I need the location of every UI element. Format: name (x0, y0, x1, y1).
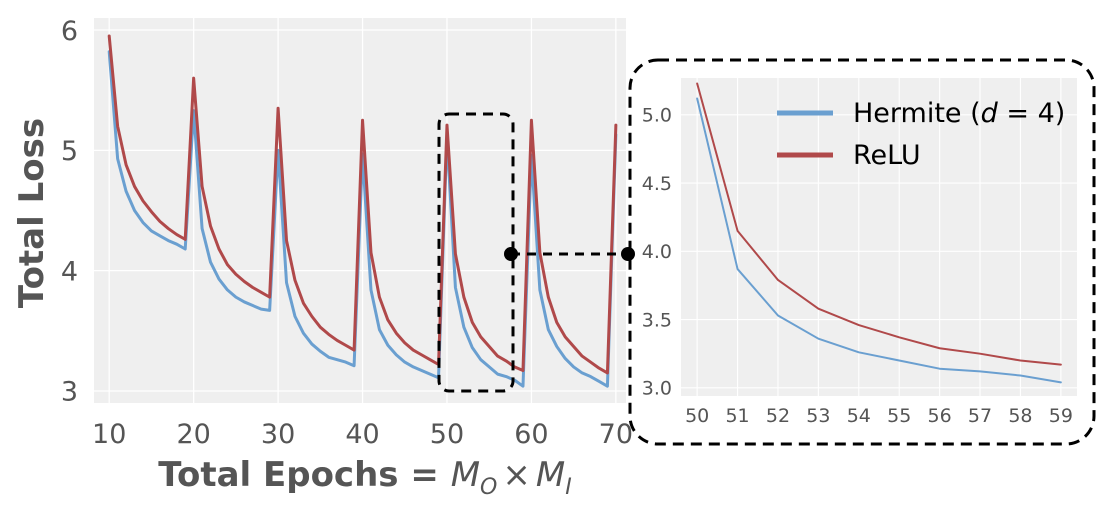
inset-x-tick-label: 57 (968, 405, 992, 427)
main-y-tick-label: 3 (61, 377, 78, 408)
x-axis-label-math-m-o: M (451, 455, 480, 495)
inset-frame (628, 58, 1096, 446)
legend-label-hermite-rest: = 4) (998, 98, 1066, 129)
main-y-tick-label: 6 (61, 16, 78, 47)
main-y-tick-label: 4 (61, 256, 78, 287)
main-y-tick-label: 5 (61, 136, 78, 167)
legend-label-hermite-var: d (981, 98, 999, 129)
inset-x-tick-label: 56 (928, 405, 952, 427)
inset-x-tick-label: 55 (887, 405, 911, 427)
main-x-tick-label: 40 (345, 419, 379, 450)
x-axis-label-times: × (502, 455, 531, 495)
legend-label-hermite: Hermite (d = 4) (853, 98, 1065, 129)
main-x-ticks: 10 20 30 40 50 60 70 (92, 419, 633, 450)
y-axis-label: Total Loss (12, 118, 52, 308)
inset-x-tick-label: 58 (1008, 405, 1032, 427)
x-axis-label-text: Total Epochs = (158, 455, 450, 495)
inset-x-tick-label: 52 (766, 405, 790, 427)
x-axis-label: Total Epochs = MO × MI (158, 455, 571, 500)
legend: Hermite (d = 4) ReLU (777, 98, 1065, 171)
inset-y-ticks: 3.0 3.5 4.0 4.5 5.0 (642, 105, 672, 400)
main-series-group (107, 34, 618, 388)
legend-label-relu: ReLU (853, 140, 921, 171)
x-axis-label-math-m-i: M (536, 455, 565, 495)
inset-gridlines (681, 78, 1077, 396)
zoom-connector-start-dot (504, 247, 518, 261)
main-chart: 3 4 5 6 10 20 30 40 50 60 70 Total Loss Total Epo… (12, 16, 633, 500)
main-y-ticks: 3 4 5 6 (61, 16, 78, 408)
inset-y-tick-label: 4.5 (642, 173, 672, 195)
inset-x-tick-label: 53 (806, 405, 830, 427)
inset-x-tick-label: 59 (1049, 405, 1073, 427)
inset-series-hermite-line (696, 97, 1062, 384)
inset-series-relu-line (696, 82, 1062, 366)
main-x-tick-label: 20 (176, 419, 210, 450)
inset-plot-area (681, 78, 1077, 396)
inset-chart: 3.0 3.5 4.0 4.5 5.0 50 51 52 53 54 55 56 57 58 59 Her… (628, 58, 1096, 446)
main-x-tick-label: 50 (430, 419, 464, 450)
inset-series-group (696, 82, 1062, 384)
main-x-tick-label: 60 (514, 419, 548, 450)
x-axis-label-sub-o: O (480, 475, 497, 500)
inset-x-tick-label: 51 (725, 405, 749, 427)
main-x-tick-label: 30 (261, 419, 295, 450)
inset-y-tick-label: 3.5 (642, 309, 672, 331)
zoom-highlight-box (437, 112, 515, 393)
main-x-tick-label: 10 (92, 419, 126, 450)
legend-label-hermite-text: Hermite ( (853, 98, 981, 129)
inset-x-tick-label: 54 (847, 405, 871, 427)
inset-y-tick-label: 3.0 (642, 378, 672, 400)
inset-y-tick-label: 5.0 (642, 105, 672, 127)
inset-x-tick-label: 50 (685, 405, 709, 427)
main-x-tick-label: 70 (599, 419, 633, 450)
zoom-connector-end-dot (621, 247, 635, 261)
inset-y-tick-label: 4.0 (642, 241, 672, 263)
x-axis-label-sub-i: I (565, 475, 572, 500)
inset-x-ticks: 50 51 52 53 54 55 56 57 58 59 (685, 405, 1073, 427)
main-series-relu-line (107, 34, 618, 375)
